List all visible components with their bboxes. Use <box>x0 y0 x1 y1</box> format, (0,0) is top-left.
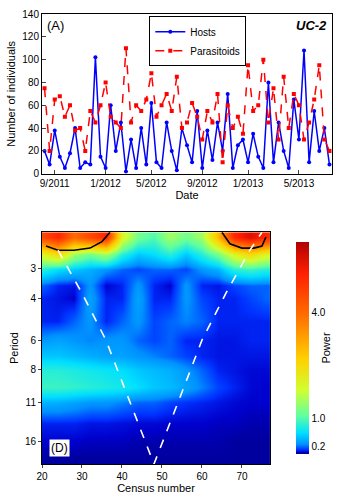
svg-text:11: 11 <box>26 397 37 408</box>
svg-text:4.0: 4.0 <box>312 307 326 318</box>
svg-text:(D): (D) <box>51 441 68 455</box>
svg-text:Power: Power <box>320 332 332 364</box>
svg-text:1/2012: 1/2012 <box>90 178 121 189</box>
svg-text:Date: Date <box>175 189 198 201</box>
svg-text:6: 6 <box>30 335 36 346</box>
svg-text:30: 30 <box>76 471 88 482</box>
svg-text:60: 60 <box>196 471 208 482</box>
svg-text:Period: Period <box>8 332 20 364</box>
svg-text:140: 140 <box>22 9 39 20</box>
svg-text:40: 40 <box>28 123 40 134</box>
svg-text:9/2011: 9/2011 <box>40 178 70 189</box>
svg-text:Hosts: Hosts <box>190 27 216 38</box>
svg-text:40: 40 <box>116 471 128 482</box>
svg-text:5/2012: 5/2012 <box>136 178 167 189</box>
svg-text:Number of individuals: Number of individuals <box>5 40 17 146</box>
svg-text:16: 16 <box>25 436 37 447</box>
svg-text:3: 3 <box>30 263 36 274</box>
svg-text:80: 80 <box>28 77 40 88</box>
svg-text:1.0: 1.0 <box>312 413 326 424</box>
svg-text:70: 70 <box>236 471 248 482</box>
svg-text:(A): (A) <box>47 18 64 33</box>
svg-text:0.2: 0.2 <box>312 441 326 452</box>
svg-text:50: 50 <box>156 471 168 482</box>
svg-text:UC-2: UC-2 <box>296 18 327 33</box>
svg-text:20: 20 <box>36 471 48 482</box>
svg-text:0: 0 <box>33 168 39 179</box>
svg-text:20: 20 <box>28 145 40 156</box>
svg-text:Parasitoids: Parasitoids <box>190 46 239 57</box>
svg-text:9/2012: 9/2012 <box>187 178 218 189</box>
svg-text:4: 4 <box>30 293 36 304</box>
svg-text:100: 100 <box>22 54 39 65</box>
svg-text:5/2013: 5/2013 <box>284 178 315 189</box>
svg-text:Census number: Census number <box>117 482 195 494</box>
svg-text:120: 120 <box>22 31 39 42</box>
svg-text:1/2013: 1/2013 <box>233 178 264 189</box>
svg-text:8: 8 <box>30 364 36 375</box>
svg-text:60: 60 <box>28 100 40 111</box>
